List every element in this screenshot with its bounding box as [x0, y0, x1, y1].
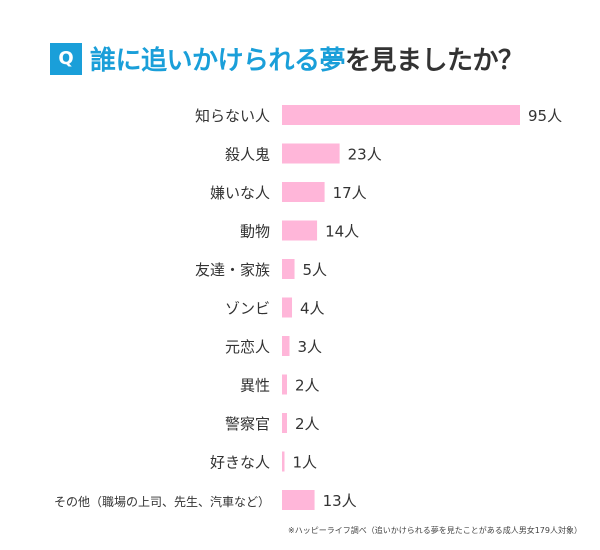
value-label: 95人 [528, 107, 562, 125]
bar [282, 105, 520, 125]
category-label: 嫌いな人 [210, 184, 270, 202]
category-label: 異性 [240, 377, 270, 395]
bar [282, 490, 315, 510]
category-label: 元恋人 [225, 338, 270, 356]
value-label: 1人 [293, 454, 318, 472]
category-label: 知らない人 [195, 107, 270, 125]
value-label: 2人 [295, 377, 320, 395]
bar [282, 259, 295, 279]
value-label: 17人 [333, 184, 367, 202]
value-label: 23人 [348, 146, 382, 164]
footnote: ※ハッピーライフ調べ（追いかけられる夢を見たことがある成人男女179人対象） [288, 526, 582, 535]
category-label: その他（職場の上司、先生、汽車など） [54, 494, 270, 509]
bar [282, 220, 318, 241]
category-label: 好きな人 [210, 454, 270, 472]
category-label: 動物 [240, 223, 270, 241]
bar [282, 297, 293, 318]
bar [282, 143, 340, 164]
category-label: 警察官 [225, 415, 270, 433]
value-label: 4人 [300, 300, 325, 318]
value-label: 5人 [303, 261, 328, 279]
question-badge: Q [50, 42, 82, 75]
bar [282, 374, 288, 395]
value-label: 2人 [295, 415, 320, 433]
title-rest: を見ましたか？ [345, 46, 524, 76]
value-label: 3人 [298, 338, 323, 356]
bar [282, 451, 285, 472]
chart-title: Q 誰に追いかけられる夢 を見ましたか？ [50, 40, 524, 77]
category-label: ゾンビ [225, 300, 270, 318]
bar [282, 336, 290, 356]
category-label: 友達・家族 [195, 261, 270, 279]
title-highlight: 誰に追いかけられる夢 [90, 46, 346, 76]
value-label: 14人 [325, 223, 359, 241]
value-label: 13人 [323, 492, 357, 510]
bar [282, 413, 288, 433]
bar [282, 182, 325, 202]
category-label: 殺人鬼 [225, 146, 270, 164]
